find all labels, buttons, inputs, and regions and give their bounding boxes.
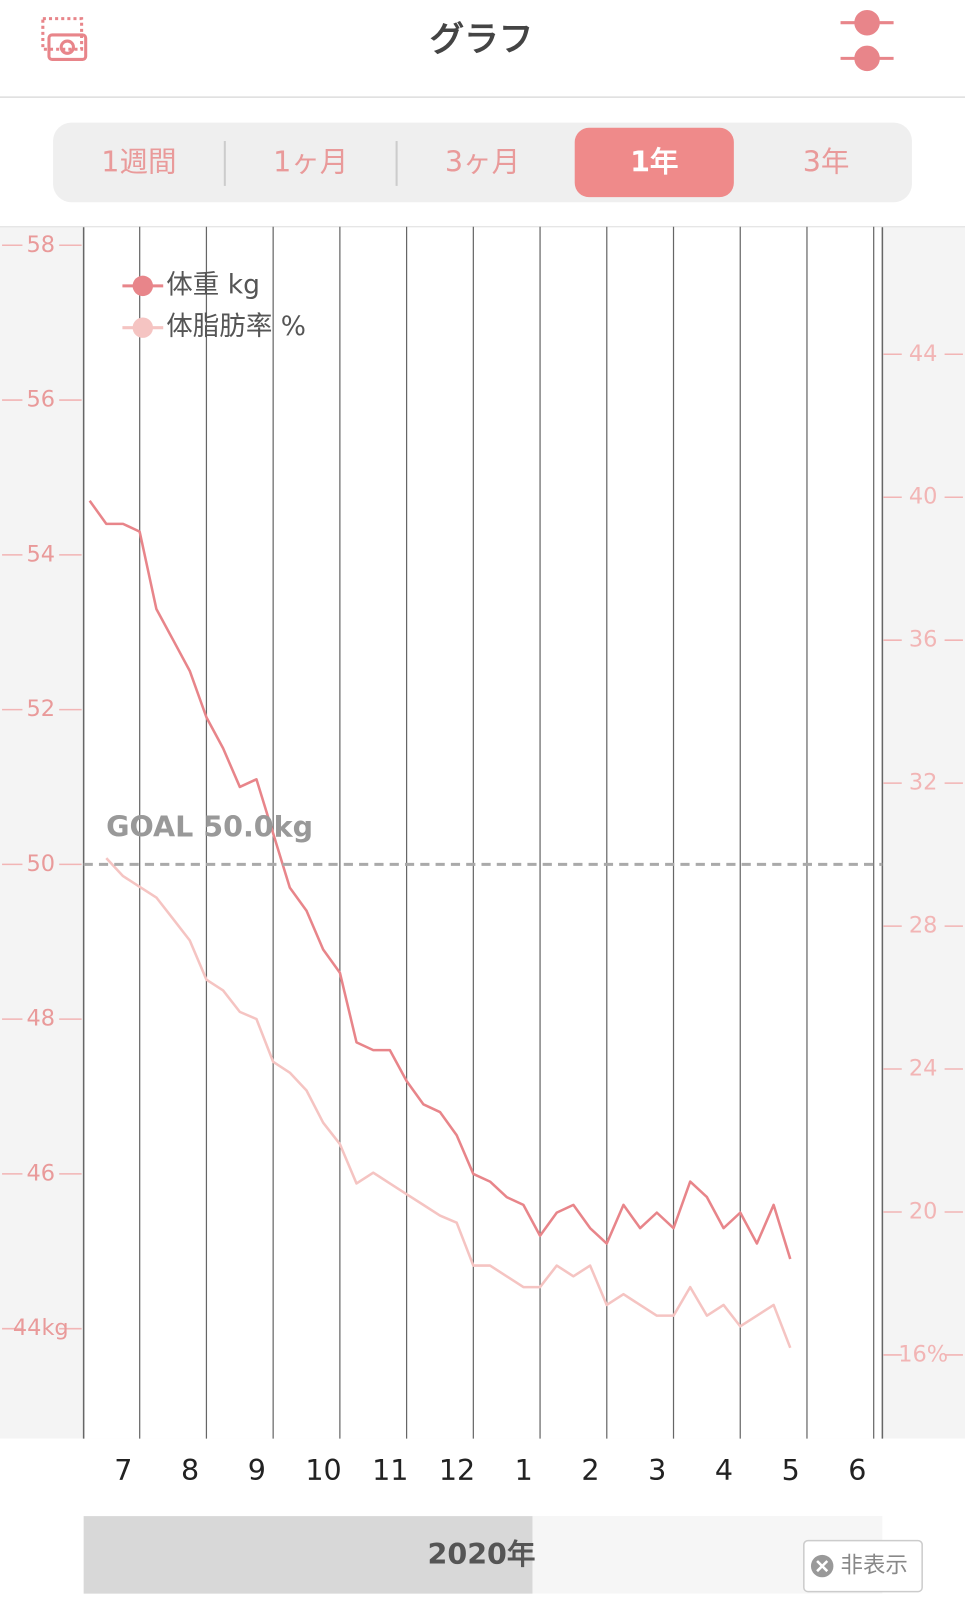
header-bar — [0, 0, 965, 98]
y2-tick-label: 28 — [909, 913, 938, 939]
year-label: 2020年 — [427, 1537, 535, 1571]
y2-tick-label: 24 — [909, 1056, 938, 1082]
tab-label[interactable]: 1ヶ月 — [273, 144, 348, 178]
x-tick-label: 7 — [114, 1453, 132, 1487]
y-tick-label: 44kg — [13, 1315, 69, 1341]
y-tick-label: 48 — [27, 1006, 56, 1032]
goal-label: GOAL 50.0kg — [106, 810, 313, 844]
x-tick-label: 3 — [648, 1453, 666, 1487]
x-tick-label: 1 — [515, 1453, 533, 1487]
y-tick-label: 46 — [27, 1160, 56, 1186]
hide-button[interactable]: 非表示 — [803, 1539, 923, 1593]
legend-label: 体脂肪率 % — [166, 311, 306, 342]
x-tick-label: 11 — [372, 1453, 408, 1487]
x-tick-label: 6 — [848, 1453, 866, 1487]
x-tick-label: 12 — [439, 1453, 475, 1487]
tab-label[interactable]: 3ヶ月 — [445, 144, 520, 178]
y-tick-label: 56 — [27, 387, 56, 413]
legend-dot — [132, 275, 154, 297]
series-line — [88, 499, 792, 1260]
legend-label: 体重 kg — [166, 269, 260, 300]
x-tick-label: 9 — [248, 1453, 266, 1487]
tab-label[interactable]: 3年 — [803, 144, 850, 178]
x-tick-label: 2 — [581, 1453, 599, 1487]
y2-tick-label: 20 — [909, 1198, 938, 1224]
y2-tick-label: 32 — [909, 770, 938, 796]
tab-label[interactable]: 1週間 — [101, 144, 176, 178]
x-tick-label: 4 — [715, 1453, 733, 1487]
y-tick-label: 52 — [27, 696, 56, 722]
y2-tick-label: 36 — [909, 627, 938, 653]
plot-area — [83, 226, 883, 1439]
x-tick-label: 5 — [782, 1453, 800, 1487]
hide-button-label[interactable]: 非表示 — [841, 1553, 908, 1579]
header-title: グラフ — [429, 20, 533, 60]
camera-icon[interactable] — [41, 17, 88, 61]
settings-icon[interactable] — [840, 9, 894, 72]
x-tick-label: 10 — [305, 1453, 341, 1487]
y2-tick-label: 40 — [909, 484, 938, 510]
tab-active[interactable] — [574, 127, 734, 198]
year-range-selected[interactable] — [83, 1516, 533, 1594]
tab-label[interactable]: 1年 — [630, 144, 678, 178]
y-tick-label: 54 — [27, 541, 56, 567]
y2-tick-label: 16% — [898, 1341, 948, 1367]
y2-tick-label: 44 — [909, 341, 938, 367]
x-tick-label: 8 — [181, 1453, 199, 1487]
y-tick-label: 58 — [27, 232, 56, 258]
y-tick-label: 50 — [27, 851, 56, 877]
legend-dot — [132, 317, 154, 338]
series-line — [105, 857, 792, 1349]
